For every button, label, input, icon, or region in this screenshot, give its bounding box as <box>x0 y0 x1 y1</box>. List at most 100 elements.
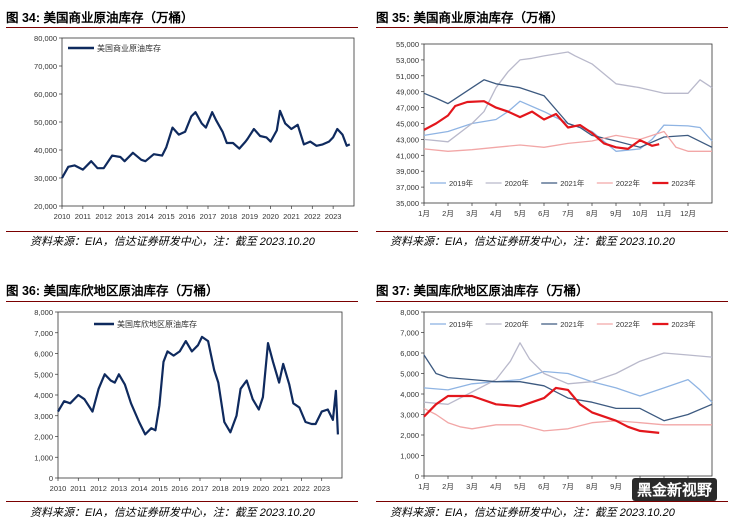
source-note: 资料来源：EIA，信达证券研发中心，注：截至 2023.10.20 <box>30 507 315 519</box>
x-tick-label: 2012 <box>95 212 112 221</box>
source-note: 资料来源：EIA，信达证券研发中心，注：截至 2023.10.20 <box>30 236 315 248</box>
title-divider <box>376 27 728 28</box>
y-tick-label: 20,000 <box>34 202 57 211</box>
title-divider <box>376 301 728 302</box>
series-line <box>423 342 713 405</box>
y-tick-label: 41,000 <box>396 151 419 160</box>
x-tick-label: 1月 <box>418 482 430 491</box>
x-tick-label: 6月 <box>538 209 550 218</box>
y-tick-label: 40,000 <box>34 146 57 155</box>
y-tick-label: 4,000 <box>400 390 419 399</box>
y-tick-label: 5,000 <box>400 370 419 379</box>
y-tick-label: 35,000 <box>396 199 419 208</box>
y-tick-label: 39,000 <box>396 167 419 176</box>
y-tick-label: 0 <box>415 472 419 481</box>
x-tick-label: 7月 <box>562 209 574 218</box>
x-tick-label: 9月 <box>610 482 622 491</box>
x-tick-label: 2017 <box>200 212 217 221</box>
source-divider <box>6 501 358 502</box>
y-tick-label: 0 <box>49 474 53 483</box>
y-tick-label: 60,000 <box>34 90 57 99</box>
y-tick-label: 8,000 <box>34 308 53 317</box>
y-tick-label: 2,000 <box>400 431 419 440</box>
x-tick-label: 2012 <box>90 484 107 493</box>
chart-cushing-inventory: 0 1,000 2,000 3,000 4,000 5,000 6,000 7,000 8,00… <box>34 308 343 493</box>
x-tick-label: 2022 <box>293 484 310 493</box>
x-tick-label: 2017 <box>192 484 209 493</box>
x-tick-label: 2016 <box>171 484 188 493</box>
x-tick-label: 2010 <box>54 212 71 221</box>
source-divider <box>376 231 728 232</box>
y-tick-label: 3,000 <box>34 412 53 421</box>
x-tick-label: 2019 <box>232 484 249 493</box>
x-tick-label: 2月 <box>442 482 454 491</box>
chart-commercial-inventory: 20,000 30,000 40,000 50,000 60,000 70,000 80,0… <box>34 34 355 221</box>
x-tick-label: 2015 <box>158 212 175 221</box>
x-tick-label: 2013 <box>111 484 128 493</box>
x-tick-label: 2021 <box>273 484 290 493</box>
x-tick-label: 8月 <box>586 482 598 491</box>
plot-frame <box>57 311 343 479</box>
watermark: 黑金新视野 <box>632 478 718 501</box>
legend-label: 2021年 <box>560 178 585 188</box>
x-tick-label: 2014 <box>137 212 154 221</box>
series-line <box>61 109 351 179</box>
legend-label: 2022年 <box>616 178 641 188</box>
y-tick-label: 3,000 <box>400 411 419 420</box>
x-tick-label: 2021 <box>283 212 300 221</box>
x-tick-label: 2014 <box>131 484 148 493</box>
y-tick-label: 6,000 <box>400 349 419 358</box>
x-tick-label: 3月 <box>466 209 478 218</box>
x-tick-label: 2022 <box>304 212 321 221</box>
series-line <box>423 370 713 403</box>
x-tick-label: 6月 <box>538 482 550 491</box>
legend-label: 2019年 <box>449 178 474 188</box>
x-tick-label: 11月 <box>656 209 671 218</box>
legend-label: 2021年 <box>560 319 585 329</box>
y-tick-label: 6,000 <box>34 350 53 359</box>
x-tick-label: 2018 <box>212 484 229 493</box>
y-tick-label: 70,000 <box>34 62 57 71</box>
x-tick-label: 3月 <box>466 482 478 491</box>
title-divider <box>6 301 358 302</box>
title-divider <box>6 27 358 28</box>
y-tick-label: 37,000 <box>396 183 419 192</box>
series-line <box>423 79 713 148</box>
y-tick-label: 1,000 <box>400 452 419 461</box>
legend-label: 2022年 <box>616 319 641 329</box>
x-tick-label: 2015 <box>151 484 168 493</box>
source-note: 资料来源：EIA，信达证券研发中心，注：截至 2023.10.20 <box>390 236 675 248</box>
chart-title: 图 36: 美国库欣地区原油库存（万桶） <box>6 284 219 298</box>
y-tick-label: 47,000 <box>396 104 419 113</box>
y-tick-label: 43,000 <box>396 135 419 144</box>
x-tick-label: 2011 <box>70 484 86 493</box>
x-tick-label: 7月 <box>562 482 574 491</box>
series-line <box>423 354 713 422</box>
legend-label: 2020年 <box>505 319 530 329</box>
x-tick-label: 8月 <box>586 209 598 218</box>
x-tick-label: 2月 <box>442 209 454 218</box>
y-tick-label: 51,000 <box>396 72 419 81</box>
x-tick-label: 4月 <box>490 209 502 218</box>
x-tick-label: 12月 <box>680 209 696 218</box>
series-line <box>423 130 712 152</box>
x-tick-label: 2013 <box>116 212 133 221</box>
chart-title: 图 37: 美国库欣地区原油库存（万桶） <box>376 284 589 298</box>
x-tick-label: 2019 <box>241 212 258 221</box>
chart-title: 图 35: 美国商业原油库存（万桶） <box>376 11 564 25</box>
y-tick-label: 80,000 <box>34 34 57 43</box>
legend-label: 美国库欣地区原油库存 <box>117 319 197 329</box>
x-tick-label: 2023 <box>313 484 330 493</box>
x-tick-label: 2016 <box>179 212 196 221</box>
y-tick-label: 30,000 <box>34 174 57 183</box>
legend-label: 2020年 <box>505 178 530 188</box>
x-tick-label: 1月 <box>418 209 430 218</box>
y-tick-label: 7,000 <box>34 329 53 338</box>
source-divider <box>376 501 728 502</box>
legend-label: 2023年 <box>671 319 696 329</box>
source-note: 资料来源：EIA，信达证券研发中心，注：截至 2023.10.20 <box>390 507 675 519</box>
x-tick-label: 2023 <box>325 212 342 221</box>
y-tick-label: 55,000 <box>396 40 419 49</box>
y-tick-label: 1,000 <box>34 453 53 462</box>
y-tick-label: 5,000 <box>34 370 53 379</box>
